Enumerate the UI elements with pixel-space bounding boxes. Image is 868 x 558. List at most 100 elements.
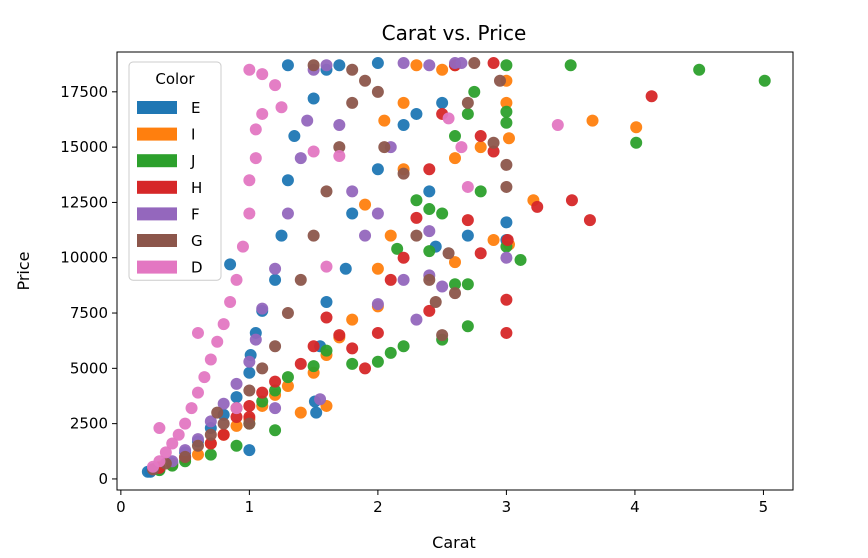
point-H-23 xyxy=(500,293,513,306)
point-J-18 xyxy=(461,278,474,291)
point-G-29 xyxy=(500,158,513,171)
point-J-33 xyxy=(410,194,423,207)
legend-swatch-H xyxy=(137,180,177,194)
point-G-32 xyxy=(493,74,506,87)
point-J-14 xyxy=(397,340,410,353)
point-H-13 xyxy=(359,362,372,375)
point-E-15 xyxy=(275,229,288,242)
point-G-2 xyxy=(179,450,192,463)
point-D-26 xyxy=(320,260,333,273)
point-G-9 xyxy=(269,340,282,353)
point-E-38 xyxy=(339,262,352,275)
point-D-18 xyxy=(249,123,262,136)
y-axis-label: Price xyxy=(14,251,33,290)
point-I-26 xyxy=(500,96,513,109)
point-H-11 xyxy=(333,329,346,342)
point-F-26 xyxy=(423,225,436,238)
point-D-23 xyxy=(275,101,288,114)
y-tick-label-5: 12500 xyxy=(60,193,108,211)
point-E-35 xyxy=(500,216,513,229)
point-G-10 xyxy=(281,307,294,320)
point-I-28 xyxy=(502,132,515,145)
point-J-17 xyxy=(449,278,461,291)
point-J-37 xyxy=(423,203,436,216)
point-G-17 xyxy=(307,59,320,72)
point-H-26 xyxy=(531,200,544,213)
point-F-19 xyxy=(371,207,384,220)
point-J-10 xyxy=(320,344,333,357)
point-H-27 xyxy=(565,194,578,207)
point-I-20 xyxy=(410,59,423,72)
point-E-23 xyxy=(310,406,323,419)
point-D-10 xyxy=(211,335,224,348)
legend-swatch-J xyxy=(137,154,177,168)
point-J-32 xyxy=(630,136,643,149)
point-G-19 xyxy=(371,85,384,98)
point-F-32 xyxy=(314,393,327,406)
point-F-28 xyxy=(500,251,513,264)
legend-label-J: J xyxy=(190,152,195,170)
point-H-31 xyxy=(487,57,500,70)
point-H-21 xyxy=(474,130,487,143)
point-F-23 xyxy=(397,273,410,286)
point-G-13 xyxy=(320,185,333,198)
point-H-18 xyxy=(423,163,436,176)
point-H-15 xyxy=(384,273,397,286)
point-F-6 xyxy=(230,377,243,390)
point-D-30 xyxy=(551,119,564,131)
point-F-17 xyxy=(346,185,359,198)
legend-swatch-E xyxy=(137,101,177,114)
point-D-13 xyxy=(230,273,243,286)
point-D-6 xyxy=(185,402,198,415)
point-D-11 xyxy=(217,318,230,331)
point-J-23 xyxy=(468,85,481,98)
point-F-33 xyxy=(455,57,468,70)
y-tick-label-7: 17500 xyxy=(60,83,108,101)
point-J-3 xyxy=(204,448,217,461)
point-G-16 xyxy=(359,74,372,87)
point-H-16 xyxy=(397,251,410,264)
point-G-35 xyxy=(211,406,224,419)
point-J-34 xyxy=(391,242,404,255)
point-E-14 xyxy=(269,273,282,286)
point-H-29 xyxy=(645,90,658,103)
point-F-4 xyxy=(204,415,217,428)
point-F-16 xyxy=(333,119,346,131)
point-G-30 xyxy=(500,180,513,193)
point-D-14 xyxy=(236,240,249,253)
x-tick-label-3: 3 xyxy=(502,498,512,516)
point-E-37 xyxy=(224,258,237,271)
point-H-12 xyxy=(346,342,359,355)
y-tick-label-1: 2500 xyxy=(70,415,108,433)
legend-swatch-I xyxy=(137,127,177,141)
point-F-18 xyxy=(359,229,372,242)
point-G-7 xyxy=(243,384,256,397)
point-G-18 xyxy=(346,63,359,76)
point-J-22 xyxy=(461,107,474,120)
point-J-11 xyxy=(346,357,359,370)
point-D-32 xyxy=(230,402,243,415)
point-G-31 xyxy=(487,136,500,149)
point-J-30 xyxy=(693,63,706,76)
point-F-25 xyxy=(410,313,423,326)
point-H-5 xyxy=(243,399,256,412)
point-H-7 xyxy=(269,375,282,388)
point-D-24 xyxy=(307,145,320,158)
point-I-25 xyxy=(487,234,500,247)
point-D-12 xyxy=(224,295,237,308)
point-I-31 xyxy=(586,114,599,127)
point-J-24 xyxy=(500,59,513,72)
point-D-2 xyxy=(159,446,172,459)
point-G-4 xyxy=(204,428,217,441)
point-F-13 xyxy=(301,114,314,127)
point-H-6 xyxy=(256,386,269,399)
point-I-10 xyxy=(281,380,294,393)
point-J-29 xyxy=(564,59,577,72)
x-tick-label-5: 5 xyxy=(759,498,769,516)
point-G-22 xyxy=(410,229,423,242)
point-J-25 xyxy=(500,105,513,118)
point-J-8 xyxy=(281,371,294,384)
point-E-17 xyxy=(288,130,301,143)
point-E-31 xyxy=(423,185,436,198)
